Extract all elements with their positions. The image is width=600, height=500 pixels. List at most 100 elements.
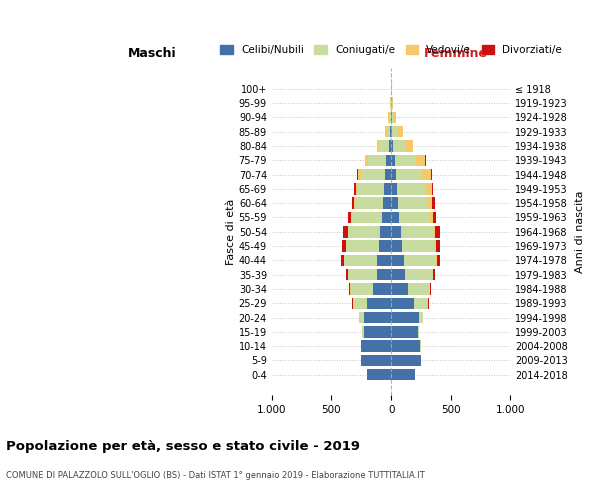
- Bar: [389, 140, 391, 152]
- Bar: [377, 140, 391, 152]
- Bar: [358, 169, 391, 180]
- Bar: [377, 269, 391, 280]
- Bar: [391, 254, 436, 266]
- Bar: [361, 340, 391, 352]
- Bar: [361, 340, 391, 352]
- Bar: [379, 240, 391, 252]
- Bar: [391, 326, 419, 338]
- Bar: [350, 283, 391, 294]
- Bar: [349, 283, 391, 294]
- Bar: [391, 312, 424, 323]
- Bar: [391, 254, 437, 266]
- Bar: [391, 98, 393, 109]
- Bar: [391, 312, 423, 323]
- Text: Popolazione per età, sesso e stato civile - 2019: Popolazione per età, sesso e stato civil…: [6, 440, 360, 453]
- Text: Femmine: Femmine: [424, 47, 488, 60]
- Bar: [391, 169, 397, 180]
- Bar: [361, 354, 391, 366]
- Bar: [390, 98, 391, 109]
- Bar: [361, 340, 391, 352]
- Bar: [391, 269, 433, 280]
- Bar: [390, 98, 391, 109]
- Bar: [391, 226, 440, 237]
- Bar: [391, 354, 421, 366]
- Bar: [391, 369, 415, 380]
- Bar: [391, 354, 421, 366]
- Bar: [391, 298, 428, 309]
- Bar: [391, 283, 408, 294]
- Bar: [349, 212, 391, 223]
- Bar: [361, 340, 391, 352]
- Bar: [359, 312, 391, 323]
- Bar: [343, 226, 391, 237]
- Bar: [361, 354, 391, 366]
- Bar: [391, 240, 440, 252]
- Bar: [391, 340, 421, 352]
- Bar: [391, 169, 431, 180]
- Bar: [350, 283, 391, 294]
- Bar: [391, 169, 432, 180]
- Bar: [391, 183, 425, 194]
- Text: Maschi: Maschi: [128, 47, 177, 60]
- Bar: [391, 283, 430, 294]
- Bar: [348, 226, 391, 237]
- Bar: [391, 140, 404, 152]
- Bar: [386, 126, 391, 138]
- Bar: [390, 126, 391, 138]
- Bar: [391, 140, 413, 152]
- Bar: [391, 154, 416, 166]
- Bar: [347, 226, 391, 237]
- Bar: [362, 326, 391, 338]
- Bar: [352, 212, 391, 223]
- Bar: [358, 183, 391, 194]
- Bar: [391, 298, 415, 309]
- Bar: [391, 183, 433, 194]
- Bar: [344, 254, 391, 266]
- Bar: [385, 126, 391, 138]
- Bar: [391, 269, 405, 280]
- Bar: [361, 354, 391, 366]
- Bar: [367, 369, 391, 380]
- Bar: [348, 269, 391, 280]
- Bar: [361, 169, 391, 180]
- Bar: [373, 283, 391, 294]
- Bar: [346, 240, 391, 252]
- Bar: [384, 183, 391, 194]
- Bar: [391, 326, 419, 338]
- Bar: [365, 154, 391, 166]
- Bar: [391, 283, 431, 294]
- Bar: [391, 326, 418, 338]
- Bar: [391, 83, 392, 94]
- Bar: [348, 269, 391, 280]
- Bar: [353, 298, 391, 309]
- Y-axis label: Anni di nascita: Anni di nascita: [575, 190, 585, 273]
- Bar: [391, 198, 432, 209]
- Bar: [354, 183, 391, 194]
- Bar: [391, 254, 404, 266]
- Bar: [368, 154, 391, 166]
- Legend: Celibi/Nubili, Coniugati/e, Vedovi/e, Divorziati/e: Celibi/Nubili, Coniugati/e, Vedovi/e, Di…: [216, 41, 566, 60]
- Bar: [391, 154, 425, 166]
- Bar: [388, 112, 391, 123]
- Bar: [391, 126, 403, 138]
- Bar: [391, 126, 392, 138]
- Bar: [391, 298, 429, 309]
- Bar: [391, 226, 434, 237]
- Bar: [362, 326, 391, 338]
- Bar: [391, 226, 401, 237]
- Bar: [391, 98, 392, 109]
- Bar: [391, 269, 433, 280]
- Bar: [385, 169, 391, 180]
- Bar: [367, 369, 391, 380]
- Bar: [367, 298, 391, 309]
- Bar: [391, 169, 422, 180]
- Bar: [391, 154, 426, 166]
- Bar: [353, 298, 391, 309]
- Bar: [391, 198, 435, 209]
- Bar: [391, 126, 397, 138]
- Bar: [391, 198, 398, 209]
- Bar: [391, 140, 413, 152]
- Bar: [391, 340, 421, 352]
- Bar: [391, 112, 394, 123]
- Bar: [385, 126, 391, 138]
